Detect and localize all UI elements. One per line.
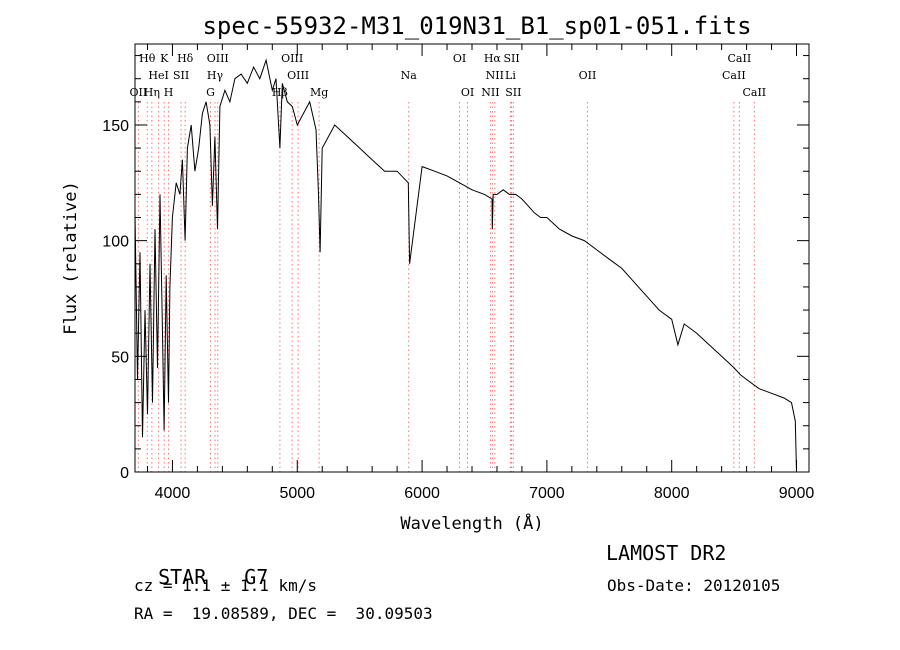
- x-tick-label: 5000: [279, 485, 315, 502]
- x-tick-label: 6000: [404, 485, 440, 502]
- line-label: OIII: [207, 52, 229, 65]
- spectrum-series-line: [134, 58, 797, 473]
- line-label: Hη: [144, 86, 160, 99]
- line-label: G: [206, 86, 215, 99]
- x-tick-label: 8000: [654, 485, 690, 502]
- line-label: NII: [486, 69, 504, 82]
- line-label: Hθ: [139, 52, 156, 65]
- survey-label: LAMOST DR2: [606, 541, 727, 565]
- y-tick-label: 100: [102, 234, 129, 251]
- axis-ticks: 4000 5000 6000 7000 8000 9000 0 50 100 150: [102, 44, 814, 502]
- line-label: OIII: [287, 69, 309, 82]
- emission-line-markers: [137, 102, 755, 472]
- line-label: SII: [505, 86, 521, 99]
- line-label: Hα: [484, 52, 502, 65]
- line-label: Mg: [310, 86, 328, 99]
- line-label: OII: [130, 86, 148, 99]
- line-label: OI: [461, 86, 474, 99]
- x-tick-label: 9000: [779, 485, 815, 502]
- line-label: SII: [503, 52, 519, 65]
- plot-frame: [134, 43, 810, 473]
- line-label: K: [160, 52, 169, 65]
- subclass-label: G7: [244, 565, 269, 589]
- coords-label: RA = 19.08589, DEC = 30.09503: [134, 604, 433, 623]
- x-tick-label: 4000: [155, 485, 191, 502]
- line-label: H: [164, 86, 174, 99]
- line-label: NII: [481, 86, 499, 99]
- y-tick-label: 0: [120, 465, 129, 482]
- y-tick-label: 50: [111, 349, 129, 366]
- line-label: SII: [173, 69, 189, 82]
- line-label: Na: [401, 69, 418, 82]
- x-axis-title: Wavelength (Å): [400, 512, 543, 534]
- object-class-label: STAR: [158, 565, 207, 589]
- line-label: Hδ: [177, 52, 194, 65]
- x-tick-label: 7000: [529, 485, 565, 502]
- line-label: Li: [505, 69, 516, 82]
- line-label: CaII: [728, 52, 752, 65]
- chart-title: spec-55932-M31_019N31_B1_sp01-051.fits: [202, 12, 751, 40]
- line-label: OIII: [281, 52, 303, 65]
- line-label: OI: [453, 52, 466, 65]
- line-label: CaII: [722, 69, 746, 82]
- y-tick-label: 150: [102, 118, 129, 135]
- redshift-label: cz = 1.1 ± 1.1 km/s: [134, 576, 318, 595]
- line-label: Hγ: [207, 69, 224, 82]
- line-label: HeI: [148, 69, 168, 82]
- line-label: OII: [579, 69, 597, 82]
- y-axis-title: Flux (relative): [61, 181, 81, 335]
- object-class: STAR G7: [134, 541, 268, 589]
- line-label: Hβ: [272, 86, 288, 99]
- obs-date-label: Obs-Date: 20120105: [607, 576, 781, 595]
- line-label: CaII: [742, 86, 766, 99]
